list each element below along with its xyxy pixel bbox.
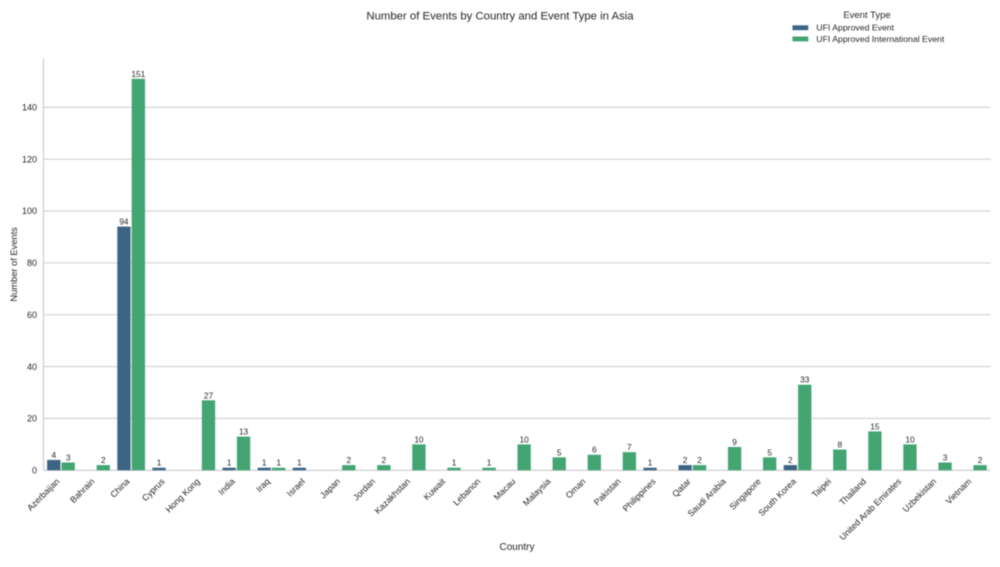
svg-text:0: 0 (32, 466, 37, 476)
svg-text:1: 1 (452, 458, 457, 468)
svg-text:2: 2 (697, 455, 702, 465)
svg-text:1: 1 (157, 458, 162, 468)
svg-text:Event Type: Event Type (843, 10, 890, 21)
svg-text:10: 10 (905, 434, 915, 444)
svg-text:6: 6 (592, 445, 597, 455)
svg-text:2: 2 (101, 455, 106, 465)
svg-text:1: 1 (227, 458, 232, 468)
svg-text:2: 2 (788, 455, 793, 465)
svg-text:Country: Country (499, 542, 534, 553)
svg-text:1: 1 (297, 458, 302, 468)
svg-text:2: 2 (683, 455, 688, 465)
svg-text:1: 1 (262, 458, 267, 468)
svg-text:8: 8 (838, 440, 843, 450)
svg-text:3: 3 (943, 453, 948, 463)
svg-text:40: 40 (27, 362, 37, 372)
svg-text:100: 100 (22, 206, 37, 216)
svg-text:80: 80 (27, 258, 37, 268)
svg-text:5: 5 (767, 447, 772, 457)
svg-text:5: 5 (557, 447, 562, 457)
svg-text:10: 10 (520, 434, 530, 444)
svg-text:15: 15 (870, 421, 880, 431)
svg-text:94: 94 (119, 217, 129, 227)
svg-text:60: 60 (27, 310, 37, 320)
svg-text:2: 2 (382, 455, 387, 465)
svg-text:2: 2 (346, 455, 351, 465)
svg-text:3: 3 (66, 453, 71, 463)
svg-text:9: 9 (732, 437, 737, 447)
svg-text:33: 33 (800, 375, 810, 385)
svg-text:UFI Approved Event: UFI Approved Event (816, 23, 894, 33)
svg-text:Number of Events: Number of Events (9, 227, 19, 302)
svg-text:1: 1 (648, 458, 653, 468)
svg-text:1: 1 (487, 458, 492, 468)
svg-text:13: 13 (239, 427, 249, 437)
svg-text:UFI Approved International Eve: UFI Approved International Event (816, 34, 945, 44)
svg-text:2: 2 (978, 455, 983, 465)
svg-text:Number of Events by Country an: Number of Events by Country and Event Ty… (366, 10, 634, 22)
svg-text:1: 1 (276, 458, 281, 468)
svg-text:10: 10 (414, 434, 424, 444)
svg-text:27: 27 (204, 390, 214, 400)
svg-text:7: 7 (627, 442, 632, 452)
svg-text:120: 120 (22, 154, 37, 164)
svg-text:140: 140 (22, 103, 37, 113)
svg-text:4: 4 (51, 450, 56, 460)
svg-text:20: 20 (27, 414, 37, 424)
svg-text:151: 151 (131, 69, 145, 79)
